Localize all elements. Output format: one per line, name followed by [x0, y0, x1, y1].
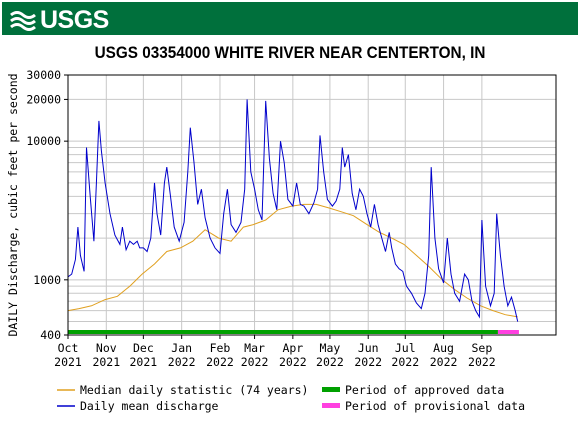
y-axis-label: DAILY Discharge, cubic feet per second — [6, 73, 20, 336]
x-tick-month: Feb — [210, 341, 231, 355]
x-tick-month: Jan — [171, 341, 192, 355]
series-line-daily-mean — [67, 99, 519, 322]
x-tick-month: May — [320, 341, 341, 355]
x-tick-year: 2022 — [241, 355, 269, 369]
plot-frame — [67, 74, 557, 336]
chart-title: USGS 03354000 WHITE RIVER NEAR CENTERTON… — [94, 43, 486, 62]
x-tick-year: 2022 — [391, 355, 419, 369]
legend-swatch-bar — [322, 387, 340, 392]
x-tick-month: Sep — [471, 341, 492, 355]
status-bar-0 — [68, 330, 498, 334]
x-tick-month: Oct — [58, 341, 79, 355]
legend-label: Period of approved data — [345, 383, 504, 397]
x-tick-year: 2021 — [92, 355, 120, 369]
plot-area — [68, 75, 556, 335]
x-tick-month: Dec — [133, 341, 154, 355]
usgs-logo[interactable]: USGS — [10, 6, 109, 35]
x-tick-year: 2022 — [168, 355, 196, 369]
x-tick-year: 2021 — [130, 355, 158, 369]
legend-label: Daily mean discharge — [80, 399, 219, 413]
usgs-wave-icon — [10, 7, 36, 34]
y-tick-label: 400 — [40, 328, 61, 342]
status-bar-1 — [497, 330, 519, 334]
x-tick-year: 2022 — [468, 355, 496, 369]
x-tick-month: Jun — [358, 341, 379, 355]
legend-label: Period of provisional data — [345, 399, 525, 413]
y-tick-label: 10000 — [26, 134, 61, 148]
y-tick-label: 30000 — [26, 68, 61, 82]
x-tick-year: 2022 — [430, 355, 458, 369]
x-tick-year: 2022 — [354, 355, 382, 369]
x-tick-month: Mar — [244, 341, 265, 355]
legend-label: Median daily statistic (74 years) — [80, 383, 308, 397]
x-tick-month: Nov — [96, 341, 117, 355]
x-tick-year: 2022 — [206, 355, 234, 369]
x-tick-month: Apr — [282, 341, 303, 355]
y-tick-label: 20000 — [26, 92, 61, 106]
usgs-logo-text: USGS — [40, 6, 109, 34]
x-tick-year: 2022 — [279, 355, 307, 369]
x-tick-month: Jul — [395, 341, 416, 355]
y-tick-label: 1000 — [33, 273, 61, 287]
legend-swatch-bar — [322, 403, 340, 408]
x-tick-year: 2022 — [316, 355, 344, 369]
x-tick-month: Aug — [433, 341, 454, 355]
x-tick-year: 2021 — [54, 355, 82, 369]
usgs-brand-bar: USGS — [2, 2, 578, 35]
